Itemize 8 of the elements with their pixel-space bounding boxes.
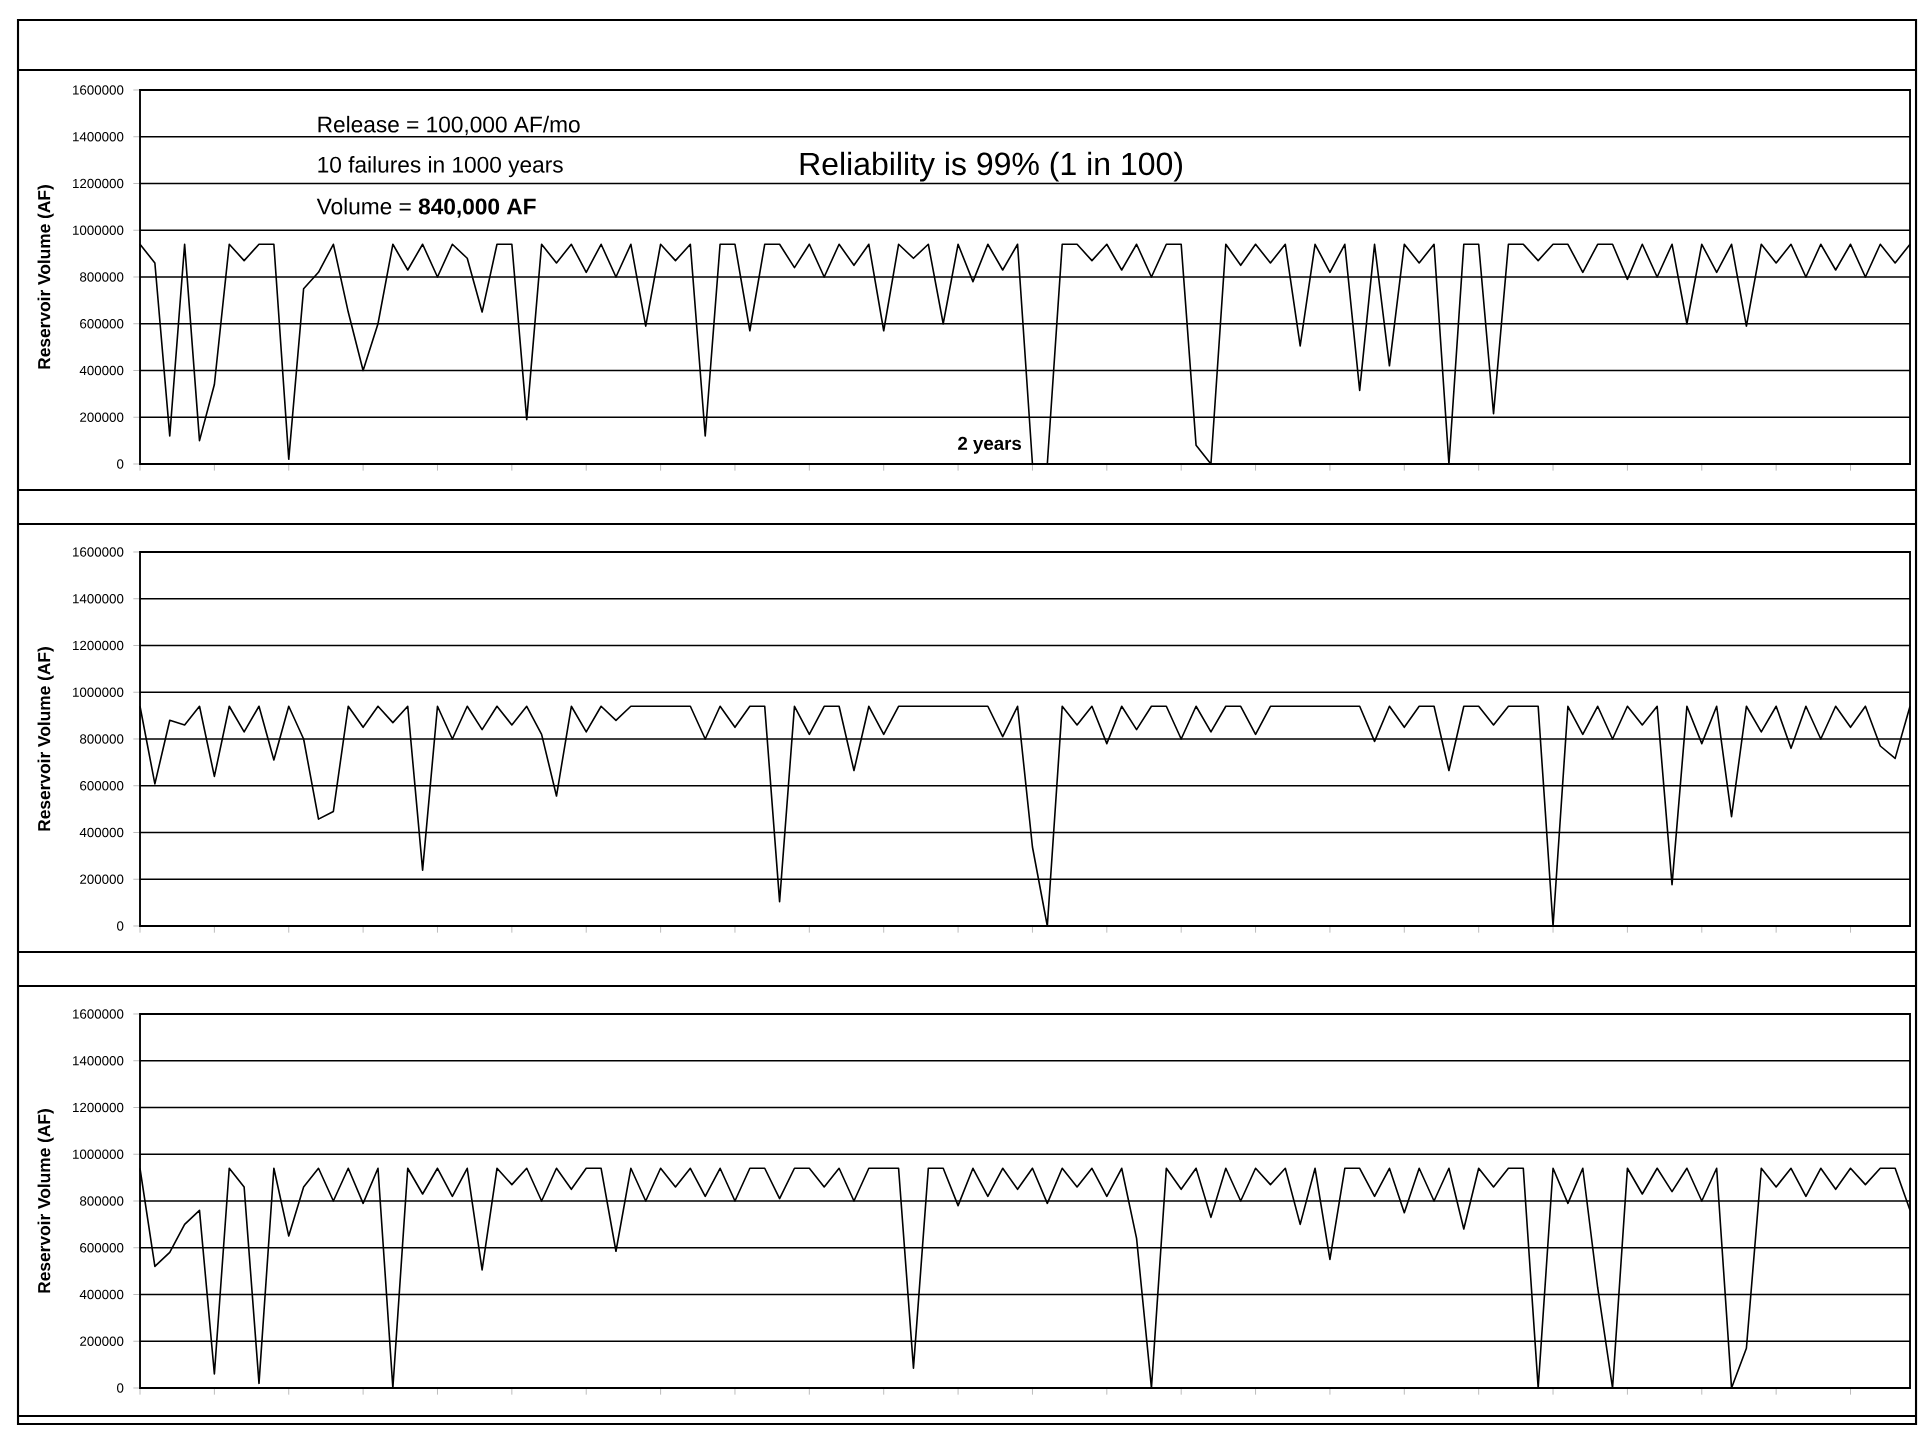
y-axis-title: Reservoir Volume (AF) [37, 1109, 54, 1293]
annotation: Reliability is 99% (1 in 100) [800, 151, 1182, 182]
annotation: Volume = 840,000 AF [316, 197, 536, 218]
annotation: 2 years [958, 436, 1022, 454]
annotation: Release = 100,000 AF/mo [318, 115, 580, 136]
annotation: 10 failures in 1000 years [318, 156, 563, 178]
y-axis-title: Reservoir Volume (AF) [37, 647, 54, 831]
y-axis-title: Reservoir Volume (AF) [37, 185, 54, 369]
